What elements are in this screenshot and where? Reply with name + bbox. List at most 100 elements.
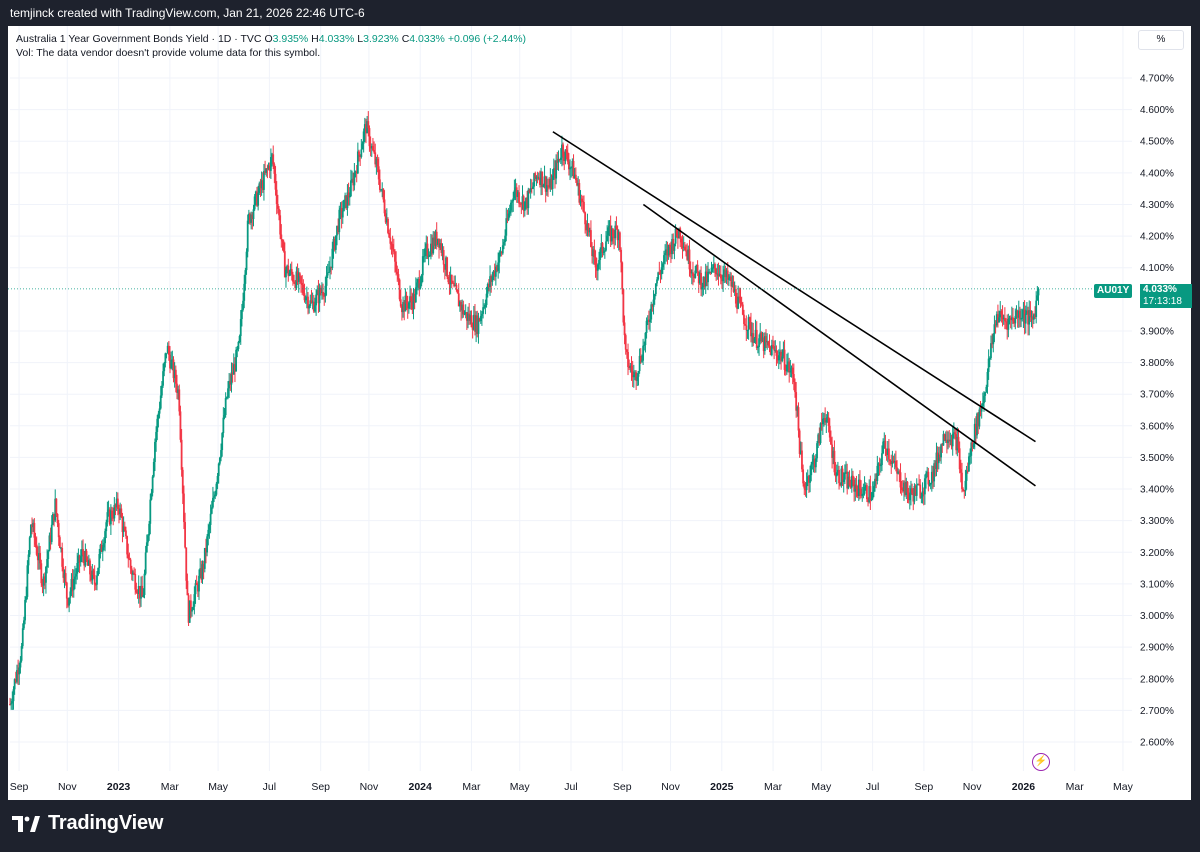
candle-body	[438, 238, 440, 248]
candle-body	[905, 481, 908, 495]
candle-body	[977, 413, 980, 427]
flash-icon[interactable]: ⚡	[1032, 753, 1050, 771]
candle-body	[591, 247, 593, 257]
candle-body	[664, 253, 667, 256]
candle-body	[988, 357, 991, 359]
percent-scale-button[interactable]: %	[1138, 30, 1184, 50]
candle-body	[201, 564, 204, 580]
candle-body	[585, 224, 588, 231]
chart-frame[interactable]: 4.700% 4.600% 4.500% 4.400% 4.300% 4.200% 4.10…	[8, 26, 1192, 800]
candle-body	[167, 345, 170, 355]
candle-body	[615, 225, 618, 229]
candle-body	[436, 238, 439, 245]
candle-body	[72, 579, 75, 591]
candle-body	[297, 273, 300, 282]
candle-body	[685, 250, 687, 252]
candle-body	[358, 151, 360, 155]
candle-body	[207, 529, 210, 537]
candle-body	[927, 471, 930, 485]
candle-body	[809, 475, 811, 483]
candle-body	[160, 385, 163, 396]
candle-body	[997, 314, 999, 323]
candle-body	[285, 269, 287, 278]
candle-body	[504, 235, 507, 243]
y-tick-label: 3.000%	[1140, 611, 1174, 622]
candle-body	[944, 439, 947, 441]
candle-body	[212, 497, 214, 508]
candle-body	[799, 450, 802, 454]
candle-body	[29, 524, 32, 538]
candle-body	[244, 270, 247, 284]
candle-body	[68, 597, 71, 606]
candle-body	[380, 189, 382, 191]
candle-body	[892, 460, 895, 463]
candle-body	[913, 486, 916, 502]
candle-body	[96, 575, 98, 585]
candle-body	[361, 143, 364, 150]
candle-body	[424, 248, 427, 257]
candle-body	[40, 563, 43, 584]
candle-body	[174, 369, 177, 384]
candle-body	[1001, 314, 1004, 320]
candle-body	[574, 174, 577, 181]
tradingview-logo[interactable]: TradingView	[12, 812, 163, 835]
candle-body	[345, 195, 348, 209]
candle-body	[483, 306, 486, 308]
candle-body	[710, 267, 713, 273]
candle-body	[961, 472, 963, 489]
candle-body	[682, 246, 685, 248]
candle-body	[346, 192, 349, 209]
candle-body	[907, 492, 910, 501]
candle-body	[904, 482, 907, 495]
chart-canvas[interactable]: 4.700% 4.600% 4.500% 4.400% 4.300% 4.200% 4.10…	[8, 26, 1191, 800]
candle-body	[31, 524, 33, 528]
candle-body	[830, 437, 832, 445]
candle-body	[588, 230, 591, 233]
candle-body	[395, 261, 398, 272]
candle-body	[987, 358, 990, 372]
candle-body	[191, 609, 193, 612]
candle-body	[558, 158, 561, 160]
candle-body	[606, 235, 609, 242]
candle-body	[753, 338, 756, 343]
candle-body	[71, 578, 74, 591]
candle-body	[476, 315, 479, 334]
candle-body	[621, 262, 624, 290]
candle-body	[901, 490, 904, 492]
candle-body	[13, 679, 16, 690]
candle-body	[957, 436, 960, 449]
candle-body	[366, 121, 369, 134]
y-axis: 4.700% 4.600% 4.500% 4.400% 4.300% 4.200% 4.10…	[1140, 74, 1174, 749]
candle-body	[906, 481, 909, 493]
candle-body	[797, 407, 800, 431]
candle-body	[230, 372, 233, 385]
candle-body	[373, 150, 375, 153]
candle-body	[19, 660, 22, 668]
candle-body	[976, 413, 978, 436]
candle-body	[28, 537, 31, 555]
x-tick-label: Jul	[866, 781, 879, 793]
candle-body	[607, 227, 610, 236]
candle-body	[549, 178, 552, 188]
candle-body	[292, 274, 294, 282]
candle-body	[1029, 310, 1032, 317]
candle-body	[1005, 321, 1007, 323]
candle-body	[990, 343, 992, 358]
candle-body	[374, 152, 377, 165]
candle-body	[1020, 318, 1023, 320]
candle-body	[838, 469, 840, 484]
candle-body	[310, 300, 313, 303]
candle-body	[679, 228, 682, 239]
candle-body	[959, 469, 962, 473]
candle-body	[554, 168, 556, 179]
candle-body	[803, 483, 806, 489]
candle-body	[561, 144, 563, 158]
candle-body	[991, 343, 994, 345]
candle-body	[125, 530, 127, 537]
candle-body	[369, 146, 372, 149]
candle-body	[303, 293, 306, 301]
candle-body	[49, 535, 52, 542]
candle-body	[949, 439, 952, 442]
candle-body	[218, 457, 221, 464]
bottom-bar: TradingView	[0, 800, 1200, 852]
